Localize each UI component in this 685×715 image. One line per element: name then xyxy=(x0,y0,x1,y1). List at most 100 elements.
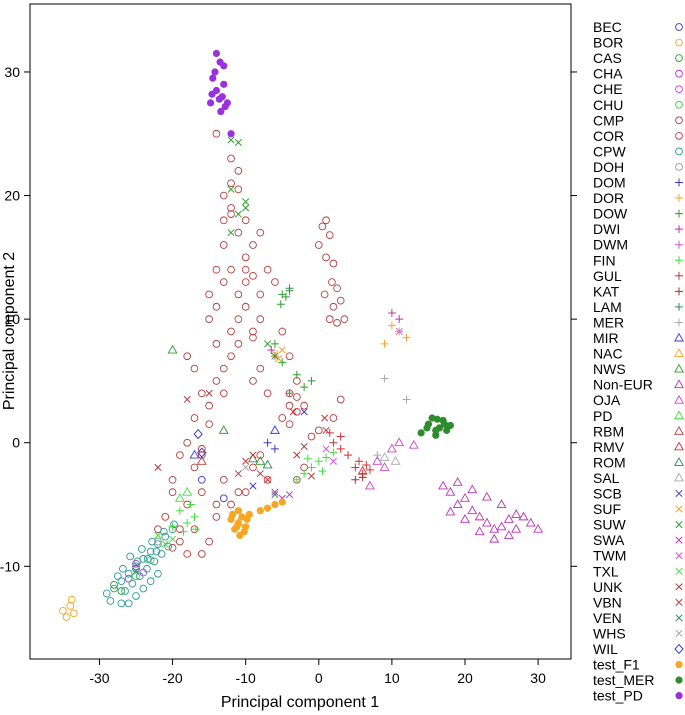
legend-marker xyxy=(675,271,683,280)
point-cmp xyxy=(241,216,250,225)
legend-label: DWI xyxy=(593,221,620,237)
point-suf xyxy=(275,355,283,363)
point-cmp xyxy=(314,426,323,435)
point-cpw xyxy=(124,599,133,608)
point-cpw xyxy=(113,572,122,581)
point-cmp xyxy=(219,191,228,200)
point-fin xyxy=(329,448,338,457)
legend-label: RMV xyxy=(593,439,625,455)
point-cmp xyxy=(263,389,272,398)
series-test_f1 xyxy=(227,498,286,540)
legend-marker xyxy=(674,410,684,420)
legend-label: COR xyxy=(593,128,624,144)
point-cpw xyxy=(139,584,148,593)
point-doh xyxy=(154,537,162,546)
point-cor xyxy=(249,333,257,342)
series-bor xyxy=(59,595,78,621)
point-bec xyxy=(197,475,206,484)
point-twm xyxy=(329,457,337,465)
point-test_pd xyxy=(206,99,215,107)
series-mir xyxy=(189,425,280,459)
point-whs xyxy=(242,463,250,471)
point-cpw xyxy=(121,587,129,595)
legend-label: MIR xyxy=(593,330,619,346)
point-vbn xyxy=(322,426,330,434)
point-dow xyxy=(285,389,294,398)
point-non-eur xyxy=(525,517,536,527)
legend-label: BOR xyxy=(593,35,623,51)
point-twm xyxy=(322,445,330,453)
point-cor xyxy=(249,272,257,280)
point-cor xyxy=(340,315,349,323)
point-dor xyxy=(380,339,389,348)
point-cpw xyxy=(159,527,168,536)
point-bor xyxy=(67,595,76,604)
point-suw xyxy=(234,210,242,218)
point-dom xyxy=(263,438,272,447)
legend-marker xyxy=(675,178,683,187)
point-kat xyxy=(358,473,367,482)
point-non-eur xyxy=(438,480,449,490)
legend-marker xyxy=(675,209,683,218)
series-pd xyxy=(174,486,193,502)
point-test_mer xyxy=(446,421,454,430)
series-ven xyxy=(132,491,279,575)
point-cmp xyxy=(325,231,334,239)
point-cpw xyxy=(124,569,133,578)
point-cpw xyxy=(152,547,161,556)
series-dow xyxy=(270,286,316,398)
legend-label: CPW xyxy=(593,143,626,159)
legend-label: SUW xyxy=(593,517,626,533)
series-nws xyxy=(167,344,266,465)
point-cmp xyxy=(329,259,338,268)
point-cor xyxy=(285,420,294,429)
point-test_f1 xyxy=(233,523,241,531)
point-non-eur xyxy=(489,533,500,543)
legend-label: TWM xyxy=(593,548,626,564)
series-twm xyxy=(322,327,403,465)
point-cor xyxy=(278,327,287,336)
point-fin xyxy=(314,457,323,466)
point-cor xyxy=(168,543,177,552)
point-cmp xyxy=(227,265,235,274)
point-suf xyxy=(271,350,279,358)
point-test_pd xyxy=(217,107,225,116)
legend-marker xyxy=(674,363,684,373)
point-dow xyxy=(307,376,316,385)
legend-label: VEN xyxy=(593,610,622,626)
point-gul xyxy=(329,438,338,447)
legend-marker xyxy=(675,225,683,234)
point-txl xyxy=(169,535,177,543)
point-gul xyxy=(336,432,345,441)
point-rom xyxy=(248,453,258,463)
point-cpw xyxy=(154,569,162,578)
legend-marker xyxy=(675,287,683,296)
point-gul xyxy=(362,460,371,469)
point-cha xyxy=(124,574,133,583)
point-unk xyxy=(154,463,162,471)
series-kat xyxy=(351,473,367,484)
point-test_pd xyxy=(220,62,228,70)
point-cor xyxy=(241,278,250,286)
point-cpw xyxy=(138,545,146,553)
data-points xyxy=(59,49,544,621)
axis-ticks: -30 -20 -10 0 10 20 30 -10 0 10 20 30 xyxy=(0,64,577,686)
point-cor xyxy=(241,488,250,497)
point-suw xyxy=(227,185,235,193)
point-bec xyxy=(132,564,140,573)
point-cmp xyxy=(336,296,345,305)
point-test_f1 xyxy=(234,507,242,515)
point-fin xyxy=(179,527,188,536)
point-nws xyxy=(218,425,229,434)
point-che xyxy=(139,568,148,577)
point-cor xyxy=(205,420,213,429)
legend-marker xyxy=(674,332,684,342)
point-non-eur xyxy=(467,505,478,515)
legend-label: CAS xyxy=(593,50,622,66)
point-test_f1 xyxy=(245,510,253,519)
legend-marker xyxy=(674,457,684,466)
point-dow xyxy=(270,339,279,348)
point-unk xyxy=(307,472,316,480)
point-oja xyxy=(372,455,383,465)
legend-label: SCB xyxy=(593,486,622,502)
